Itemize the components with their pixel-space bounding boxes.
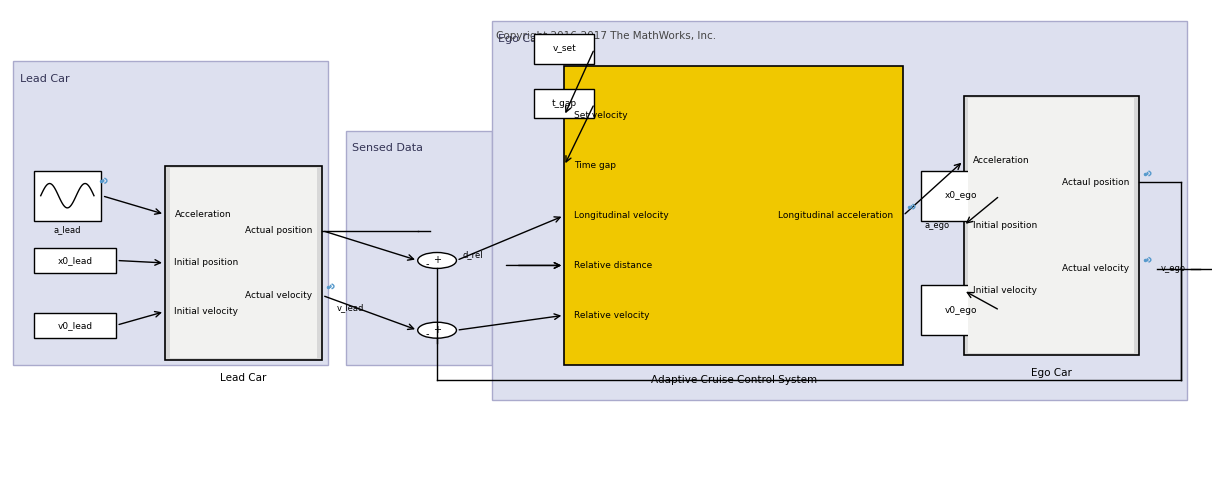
Text: Initial velocity: Initial velocity [973,286,1037,295]
Text: Longitudinal velocity: Longitudinal velocity [574,211,668,220]
Text: Initial position: Initial position [973,221,1037,230]
Text: Actaul position: Actaul position [1061,178,1129,187]
Text: x0_ego: x0_ego [944,191,976,200]
Text: Copyright 2016-2017 The MathWorks, Inc.: Copyright 2016-2017 The MathWorks, Inc. [496,31,717,41]
Circle shape [417,322,456,338]
Text: Relative velocity: Relative velocity [574,311,649,320]
Text: Lead Car: Lead Car [221,373,267,383]
Text: Set velocity: Set velocity [574,112,627,120]
Text: Sensed Data: Sensed Data [352,143,423,153]
Text: a_ego: a_ego [924,220,950,229]
Text: -: - [426,329,429,339]
Text: Actual velocity: Actual velocity [245,291,313,300]
FancyBboxPatch shape [564,66,902,365]
Text: +: + [433,325,442,335]
Text: a_lead: a_lead [53,225,81,234]
Text: Acceleration: Acceleration [973,156,1030,165]
Text: Relative distance: Relative distance [574,261,653,270]
Text: Lead Car: Lead Car [19,74,69,84]
Text: v_lead: v_lead [337,303,364,312]
Text: Actual velocity: Actual velocity [1063,264,1129,273]
Text: Acceleration: Acceleration [175,210,230,219]
Text: v_set: v_set [552,44,576,53]
FancyBboxPatch shape [34,171,101,220]
FancyBboxPatch shape [963,96,1139,355]
FancyBboxPatch shape [34,313,116,338]
Text: t_gap: t_gap [552,99,576,108]
FancyBboxPatch shape [921,286,1000,335]
FancyBboxPatch shape [165,166,323,360]
FancyBboxPatch shape [34,248,116,273]
Text: Longitudinal acceleration: Longitudinal acceleration [779,211,893,220]
Text: Adaptive Cruise Control System: Adaptive Cruise Control System [650,375,816,385]
Text: -: - [426,260,429,270]
FancyBboxPatch shape [921,171,1000,220]
Text: v0_lead: v0_lead [58,321,92,330]
Text: +: + [433,256,442,266]
Text: Ego Car: Ego Car [497,34,541,44]
FancyBboxPatch shape [13,61,329,365]
Text: x0_lead: x0_lead [58,256,92,265]
Text: Ego Car: Ego Car [1031,368,1072,378]
Text: v0_ego: v0_ego [944,306,976,315]
FancyBboxPatch shape [491,22,1188,400]
Text: Initial position: Initial position [175,259,239,268]
FancyBboxPatch shape [968,98,1134,353]
Text: Time gap: Time gap [574,161,616,170]
Text: Actual position: Actual position [245,226,313,235]
FancyBboxPatch shape [170,168,318,358]
Text: d_rel: d_rel [462,250,483,260]
Text: v_ego: v_ego [1161,264,1186,273]
Circle shape [417,253,456,269]
Text: Initial velocity: Initial velocity [175,307,239,316]
FancyBboxPatch shape [346,131,491,365]
FancyBboxPatch shape [534,89,594,118]
FancyBboxPatch shape [534,34,594,64]
